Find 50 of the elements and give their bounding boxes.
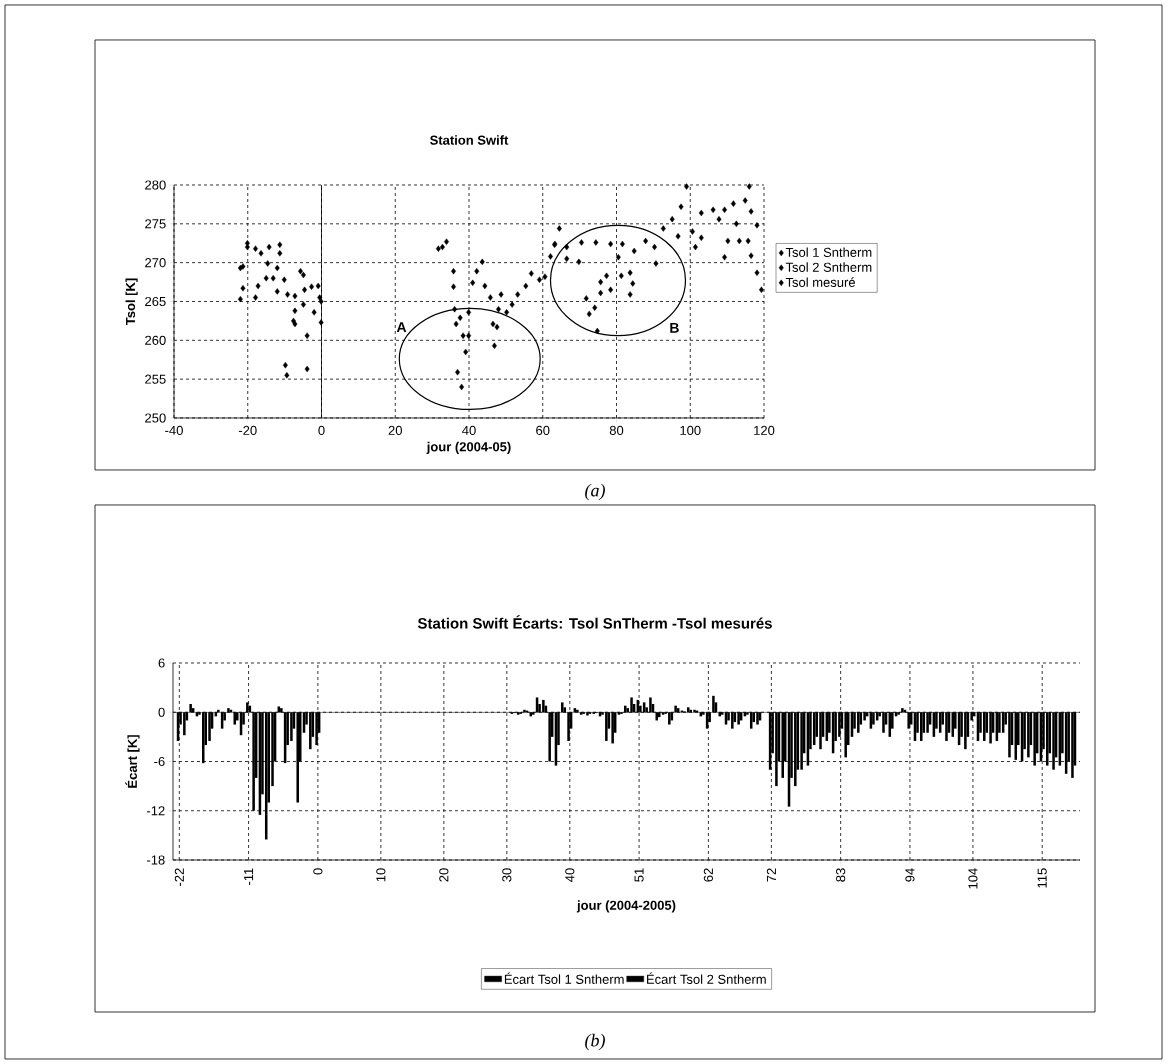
y-tick-label: -12: [147, 806, 165, 816]
y-tick-label: 270: [145, 258, 166, 268]
x-tick-label: 40: [462, 425, 476, 435]
x-tick-label: 20: [439, 868, 449, 882]
y-tick-label: 275: [145, 219, 166, 229]
x-tick-label: 83: [836, 868, 846, 882]
x-tick-label: -40: [165, 425, 183, 435]
y-tick-label: 280: [145, 180, 166, 190]
x-axis-title: jour (2004-2005): [576, 900, 676, 913]
x-tick-label: 0: [318, 425, 325, 435]
y-tick-label: -18: [147, 855, 165, 865]
x-tick-label: 10: [376, 868, 386, 882]
x-tick-label: 80: [609, 425, 624, 435]
text: (a): [585, 483, 605, 501]
y-tick-label: 250: [145, 413, 166, 423]
x-tick-label: 20: [388, 425, 402, 435]
x-tick-label: 94: [905, 868, 915, 882]
legend-label: Écart Tsol 2 Sntherm: [647, 972, 766, 984]
x-axis-title: jour (2004-05): [426, 441, 511, 454]
text: (b): [585, 1033, 605, 1051]
annotation: B: [670, 323, 679, 333]
legend-label: Tsol 1 Sntherm: [785, 247, 872, 257]
x-tick-label: 72: [766, 868, 776, 882]
x-tick-label: 62: [703, 868, 713, 882]
chart-title: Station Swift: [430, 135, 509, 145]
y-axis-title: Écart [K]: [125, 735, 140, 788]
x-tick-label: 120: [754, 425, 775, 435]
legend-label: Tsol 2 Sntherm: [785, 262, 872, 272]
y-tick-label: 260: [145, 335, 166, 345]
x-tick-label: 60: [536, 425, 550, 435]
legend-label: Tsol mesuré: [785, 277, 855, 287]
x-tick-label: 0: [313, 868, 323, 875]
x-tick-label: 40: [565, 868, 575, 882]
y-tick-label: -6: [154, 756, 165, 767]
x-tick-label: 51: [634, 868, 644, 882]
y-axis-title: Tsol [K]: [125, 278, 138, 326]
x-tick-label: 115: [1037, 868, 1047, 888]
chart-title: Station Swift Écarts: Tsol SnTherm -Tsol mesurés: [417, 615, 772, 629]
annotation: A: [396, 322, 407, 332]
y-tick-label: 6: [158, 658, 165, 668]
x-tick-label: 30: [502, 868, 512, 882]
y-tick-label: 255: [145, 374, 166, 384]
x-tick-label: 104: [968, 868, 978, 889]
y-tick-label: 265: [145, 296, 166, 307]
x-tick-label: -22: [174, 868, 184, 886]
y-tick-label: 0: [158, 707, 165, 717]
x-tick-label: -11: [244, 868, 254, 886]
x-tick-label: 100: [680, 425, 701, 435]
legend-label: Écart Tsol 1 Sntherm: [504, 972, 624, 984]
x-tick-label: -20: [238, 425, 257, 435]
